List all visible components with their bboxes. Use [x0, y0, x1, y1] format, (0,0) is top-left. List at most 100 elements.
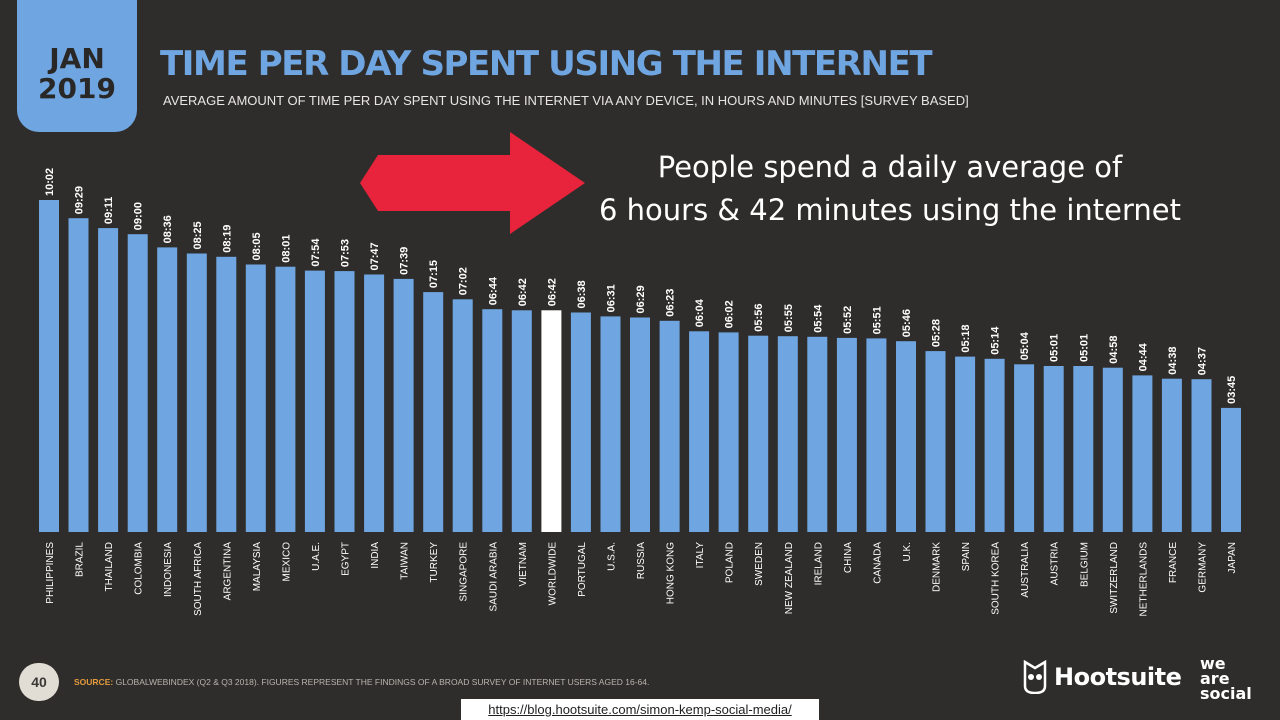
category-label-u-k: U.K.	[902, 542, 913, 561]
bar-poland	[718, 332, 739, 532]
value-label-south-korea: 05:14	[990, 326, 1002, 355]
category-label-netherlands: NETHERLANDS	[1138, 542, 1149, 617]
category-label-south-korea: SOUTH KOREA	[991, 542, 1002, 615]
category-label-switzerland: SWITZERLAND	[1109, 542, 1120, 614]
value-label-egypt: 07:53	[340, 239, 352, 267]
bar-portugal	[570, 312, 591, 532]
callout-line-1: People spend a daily average of	[657, 150, 1123, 184]
category-label-denmark: DENMARK	[932, 542, 943, 592]
bar-south-korea	[984, 358, 1005, 532]
value-label-new-zealand: 05:55	[783, 304, 795, 332]
category-label-philippines: PHILIPPINES	[45, 542, 56, 604]
category-label-singapore: SINGAPORE	[459, 542, 470, 602]
category-label-australia: AUSTRALIA	[1020, 542, 1031, 598]
was-line-3: social	[1200, 684, 1252, 703]
bar-thailand	[98, 228, 119, 532]
bar-south-africa	[186, 253, 207, 532]
bar-u-k	[896, 341, 916, 532]
value-label-malaysia: 08:05	[251, 232, 263, 260]
bar-australia	[1014, 364, 1035, 532]
bar-spain	[955, 356, 976, 532]
value-label-south-africa: 08:25	[192, 221, 204, 249]
category-label-egypt: EGYPT	[341, 542, 352, 576]
category-label-new-zealand: NEW ZEALAND	[784, 542, 795, 614]
arrow-icon	[360, 132, 585, 234]
category-labels-group: PHILIPPINES BRAZIL THAILAND COLOMBIA INDONES…	[45, 542, 1238, 617]
value-label-italy: 06:04	[694, 298, 706, 327]
bar-mexico	[275, 266, 296, 532]
category-label-india: INDIA	[370, 542, 381, 569]
bar-china	[836, 337, 857, 532]
source-label: SOURCE:	[74, 677, 114, 687]
bar-belgium	[1073, 366, 1094, 532]
bar-egypt	[334, 271, 355, 532]
value-label-belgium: 05:01	[1078, 334, 1090, 362]
category-label-france: FRANCE	[1168, 542, 1179, 583]
category-label-spain: SPAIN	[961, 542, 972, 571]
value-label-thailand: 09:11	[103, 197, 115, 225]
value-label-india: 07:47	[369, 242, 381, 270]
value-label-netherlands: 04:44	[1137, 342, 1149, 371]
badge-month: JAN	[49, 42, 105, 75]
value-label-russia: 06:29	[635, 285, 647, 313]
category-label-argentina: ARGENTINA	[222, 542, 233, 601]
bar-taiwan	[393, 278, 414, 532]
bar-denmark	[925, 351, 946, 532]
bar-germany	[1191, 379, 1212, 532]
category-label-germany: GERMANY	[1198, 542, 1209, 593]
value-label-spain: 05:18	[960, 324, 972, 352]
category-label-brazil: BRAZIL	[75, 542, 86, 577]
bar-chart: 10:02 09:29 09:11 09:00 08:36 08:25 08:19 08:05…	[39, 132, 1241, 617]
category-label-canada: CANADA	[872, 542, 883, 584]
category-label-saudi-arabia: SAUDI ARABIA	[488, 542, 499, 612]
category-label-worldwide: WORLDWIDE	[547, 542, 558, 606]
value-label-vietnam: 06:42	[517, 278, 529, 306]
value-label-germany: 04:37	[1197, 347, 1209, 375]
value-label-hong-kong: 06:23	[665, 289, 677, 317]
category-label-vietnam: VIETNAM	[518, 542, 529, 586]
category-label-sweden: SWEDEN	[754, 542, 765, 586]
category-label-italy: ITALY	[695, 542, 706, 569]
bar-malaysia	[245, 264, 266, 532]
value-label-u-s-a: 06:31	[606, 284, 618, 312]
date-badge: JAN 2019	[17, 0, 137, 132]
category-label-japan: JAPAN	[1227, 542, 1238, 574]
bar-colombia	[127, 234, 148, 532]
value-label-portugal: 06:38	[576, 280, 588, 308]
value-label-sweden: 05:56	[753, 304, 765, 332]
value-label-worldwide: 06:42	[546, 278, 558, 306]
page-number: 40	[19, 663, 59, 701]
bar-indonesia	[157, 247, 178, 532]
bar-japan	[1221, 407, 1241, 532]
bar-austria	[1043, 366, 1064, 532]
hootsuite-wordmark: Hootsuite	[1054, 663, 1182, 691]
badge-year: 2019	[38, 72, 116, 105]
page-title: TIME PER DAY SPENT USING THE INTERNET	[160, 44, 933, 84]
value-label-canada: 05:51	[871, 306, 883, 334]
value-label-denmark: 05:28	[931, 319, 943, 347]
category-label-russia: RUSSIA	[636, 542, 647, 580]
value-label-australia: 05:04	[1019, 331, 1031, 360]
category-label-malaysia: MALAYSIA	[252, 542, 263, 592]
value-label-austria: 05:01	[1049, 334, 1061, 362]
value-label-indonesia: 08:36	[162, 215, 174, 243]
source-text: GLOBALWEBINDEX (Q2 & Q3 2018). FIGURES R…	[115, 677, 650, 687]
bar-france	[1161, 378, 1182, 532]
category-label-china: CHINA	[843, 542, 854, 573]
bar-india	[364, 274, 385, 532]
category-label-belgium: BELGIUM	[1079, 542, 1090, 587]
was-line-2: are	[1200, 669, 1230, 688]
page-subtitle: AVERAGE AMOUNT OF TIME PER DAY SPENT USI…	[163, 93, 969, 108]
bar-netherlands	[1132, 375, 1153, 532]
bar-switzerland	[1102, 367, 1123, 532]
bar-new-zealand	[777, 336, 798, 532]
value-label-china: 05:52	[842, 306, 854, 334]
bars-group	[39, 200, 1241, 532]
value-label-saudi-arabia: 06:44	[487, 276, 499, 305]
value-label-brazil: 09:29	[74, 186, 86, 214]
bar-ireland	[807, 336, 828, 532]
category-label-thailand: THAILAND	[104, 542, 115, 591]
source-url-link[interactable]: https://blog.hootsuite.com/simon-kemp-so…	[461, 699, 819, 720]
bar-u-s-a	[600, 316, 621, 532]
category-label-austria: AUSTRIA	[1050, 542, 1061, 586]
